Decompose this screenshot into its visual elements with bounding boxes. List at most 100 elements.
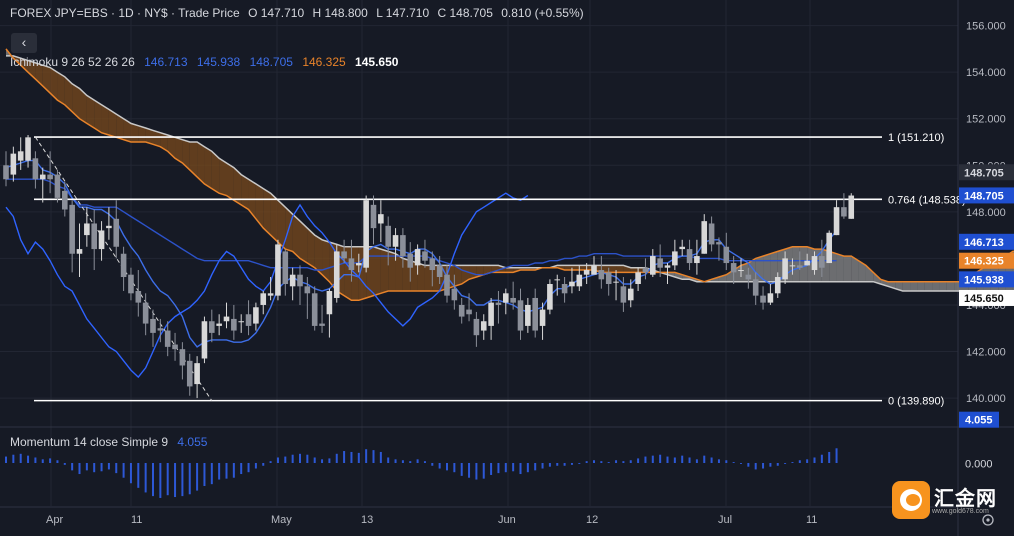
candle-body[interactable] xyxy=(91,223,97,250)
candle-body[interactable] xyxy=(444,274,450,296)
momentum-legend[interactable]: Momentum 14 close Simple 9 4.055 xyxy=(10,435,213,449)
candle-body[interactable] xyxy=(503,293,509,303)
candle-body[interactable] xyxy=(245,314,252,326)
candle-body[interactable] xyxy=(414,249,421,266)
candle-body[interactable] xyxy=(642,267,649,273)
candle-body[interactable] xyxy=(356,263,362,266)
candle-body[interactable] xyxy=(69,204,75,254)
candle-body[interactable] xyxy=(730,263,737,273)
candle-body[interactable] xyxy=(819,256,825,268)
candle-body[interactable] xyxy=(120,253,127,278)
candle-body[interactable] xyxy=(407,253,414,268)
candle-body[interactable] xyxy=(635,272,641,284)
candle-body[interactable] xyxy=(25,137,31,161)
candle-body[interactable] xyxy=(686,249,693,264)
candle-body[interactable] xyxy=(451,288,458,301)
candle-body[interactable] xyxy=(150,318,156,333)
candle-body[interactable] xyxy=(848,195,855,219)
candle-body[interactable] xyxy=(179,349,186,366)
candle-body[interactable] xyxy=(583,270,590,275)
candle-body[interactable] xyxy=(297,274,303,287)
candle-body[interactable] xyxy=(664,265,671,268)
candle-body[interactable] xyxy=(238,321,244,323)
candle-body[interactable] xyxy=(84,223,90,236)
candle-body[interactable] xyxy=(510,297,516,303)
candle-body[interactable] xyxy=(554,279,561,281)
candle-body[interactable] xyxy=(458,304,465,317)
candle-body[interactable] xyxy=(253,307,259,324)
candle-body[interactable] xyxy=(113,218,120,247)
candle-body[interactable] xyxy=(39,174,46,180)
candle-body[interactable] xyxy=(400,235,406,257)
candle-body[interactable] xyxy=(32,158,39,180)
candle-body[interactable] xyxy=(774,277,781,294)
candle-body[interactable] xyxy=(804,260,810,266)
candle-body[interactable] xyxy=(591,265,597,275)
candle-body[interactable] xyxy=(17,151,24,161)
candle-body[interactable] xyxy=(333,251,340,298)
candle-body[interactable] xyxy=(767,293,774,303)
candle-body[interactable] xyxy=(370,204,377,229)
candle-body[interactable] xyxy=(275,244,281,296)
candle-body[interactable] xyxy=(194,363,200,385)
ichimoku-legend[interactable]: Ichimoku 9 26 52 26 26 146.713 145.938 1… xyxy=(10,55,404,69)
candle-body[interactable] xyxy=(561,284,568,294)
candle-body[interactable] xyxy=(385,225,391,247)
candle-body[interactable] xyxy=(547,284,553,310)
candle-body[interactable] xyxy=(282,251,289,284)
candle-body[interactable] xyxy=(738,270,744,272)
candle-body[interactable] xyxy=(466,309,472,315)
candle-body[interactable] xyxy=(672,251,678,266)
candle-body[interactable] xyxy=(10,153,17,175)
candle-body[interactable] xyxy=(841,207,847,217)
candle-body[interactable] xyxy=(209,321,215,333)
candle-body[interactable] xyxy=(311,293,318,326)
candle-body[interactable] xyxy=(760,295,766,303)
candle-body[interactable] xyxy=(289,274,296,287)
candle-body[interactable] xyxy=(620,286,627,303)
candle-body[interactable] xyxy=(473,318,480,336)
candle-body[interactable] xyxy=(260,293,267,305)
candle-body[interactable] xyxy=(605,272,612,284)
candle-body[interactable] xyxy=(782,258,788,280)
candle-body[interactable] xyxy=(752,279,759,296)
candle-body[interactable] xyxy=(797,265,803,268)
candle-body[interactable] xyxy=(106,225,112,229)
candle-body[interactable] xyxy=(429,258,436,271)
candle-body[interactable] xyxy=(598,270,605,280)
candle-body[interactable] xyxy=(525,304,531,326)
candle-body[interactable] xyxy=(701,221,708,254)
candle-body[interactable] xyxy=(62,190,68,210)
candle-body[interactable] xyxy=(363,200,369,268)
candle-body[interactable] xyxy=(378,214,384,224)
candle-body[interactable] xyxy=(789,265,796,267)
candle-body[interactable] xyxy=(128,274,134,294)
candle-body[interactable] xyxy=(679,246,685,250)
candle-body[interactable] xyxy=(392,235,399,247)
candle-body[interactable] xyxy=(223,316,230,322)
candle-body[interactable] xyxy=(694,256,700,264)
candle-body[interactable] xyxy=(569,281,575,287)
candle-body[interactable] xyxy=(186,360,193,387)
candle-body[interactable] xyxy=(326,290,333,315)
candle-body[interactable] xyxy=(716,242,722,245)
candle-body[interactable] xyxy=(613,281,619,283)
candle-body[interactable] xyxy=(319,323,325,326)
candle-body[interactable] xyxy=(517,300,524,331)
candle-body[interactable] xyxy=(76,249,83,254)
candle-body[interactable] xyxy=(488,302,494,326)
candle-body[interactable] xyxy=(532,297,538,331)
candle-body[interactable] xyxy=(348,258,355,271)
settings-icon[interactable] xyxy=(982,514,994,526)
candle-body[interactable] xyxy=(267,293,274,296)
candle-body[interactable] xyxy=(201,321,208,359)
candle-body[interactable] xyxy=(627,288,634,301)
candle-body[interactable] xyxy=(495,302,502,305)
candle-body[interactable] xyxy=(142,302,149,324)
candle-body[interactable] xyxy=(422,251,428,261)
candle-body[interactable] xyxy=(231,318,237,331)
candle-body[interactable] xyxy=(480,321,487,331)
candle-body[interactable] xyxy=(745,274,752,280)
candle-body[interactable] xyxy=(54,174,61,198)
